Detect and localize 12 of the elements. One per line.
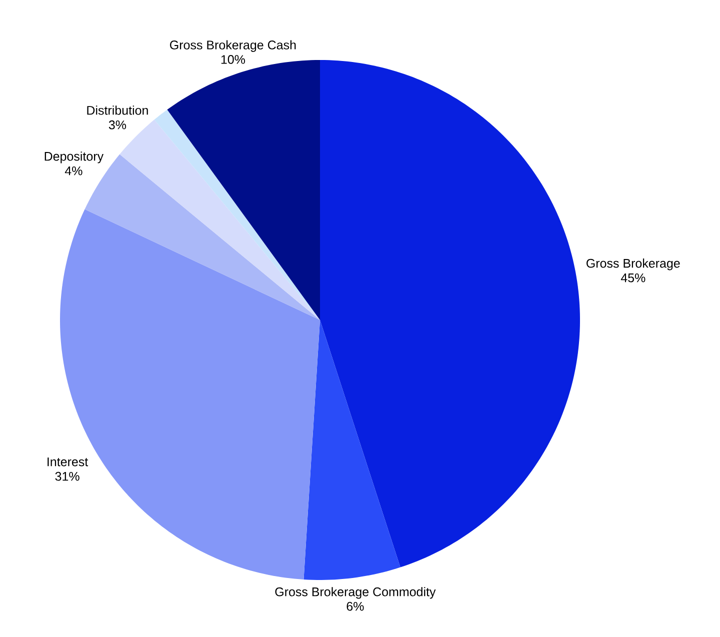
data-label: 45%	[620, 273, 646, 282]
slice-label: Distribution	[87, 106, 148, 115]
data-label: 6%	[346, 602, 364, 611]
slice-label: Gross Brokerage	[586, 258, 680, 270]
data-label: 31%	[55, 472, 80, 481]
data-label: 4%	[64, 166, 82, 176]
slice-label: Gross Brokerage Commodity	[275, 587, 436, 599]
data-label: 10%	[221, 55, 246, 64]
data-label: 3%	[108, 120, 126, 130]
slice-label: Depository	[44, 152, 104, 164]
slice-label: Gross Brokerage Cash	[170, 40, 296, 52]
slice-label: Interest	[48, 458, 88, 466]
